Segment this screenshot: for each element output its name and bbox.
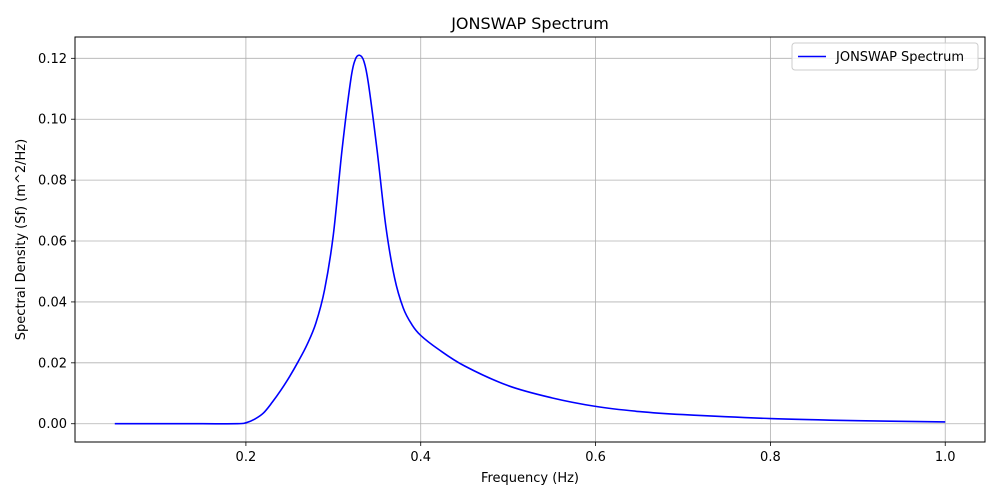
legend: JONSWAP Spectrum (791, 42, 979, 71)
axes-frame (74, 36, 986, 443)
series-line-jonswap (114, 54, 946, 425)
x-tick-label: 0.6 (585, 450, 606, 465)
legend-label: JONSWAP Spectrum (835, 50, 964, 65)
y-tick-label: 0.00 (38, 417, 67, 432)
chart-title: JONSWAP Spectrum (450, 14, 609, 33)
legend-box (791, 42, 979, 71)
y-tick-label: 0.08 (38, 174, 67, 189)
x-axis-label: Frequency (Hz) (481, 471, 579, 486)
y-tick-label: 0.06 (38, 235, 67, 250)
y-tick-label: 0.12 (38, 52, 67, 67)
y-tick-label: 0.02 (38, 356, 67, 371)
y-axis-label: Spectral Density (Sf) (m^2/Hz) (14, 139, 29, 340)
y-tick-label: 0.10 (38, 113, 67, 128)
y-axis-ticks: 0.00 0.02 0.04 0.06 0.08 0.10 0.12 (38, 52, 75, 432)
y-tick-label: 0.04 (38, 295, 67, 310)
x-tick-label: 0.2 (236, 450, 257, 465)
x-tick-label: 0.4 (410, 450, 431, 465)
x-tick-label: 0.8 (760, 450, 781, 465)
plot-area (114, 54, 946, 425)
x-axis-ticks: 0.2 0.4 0.6 0.8 1.0 (236, 442, 956, 465)
x-tick-label: 1.0 (935, 450, 956, 465)
